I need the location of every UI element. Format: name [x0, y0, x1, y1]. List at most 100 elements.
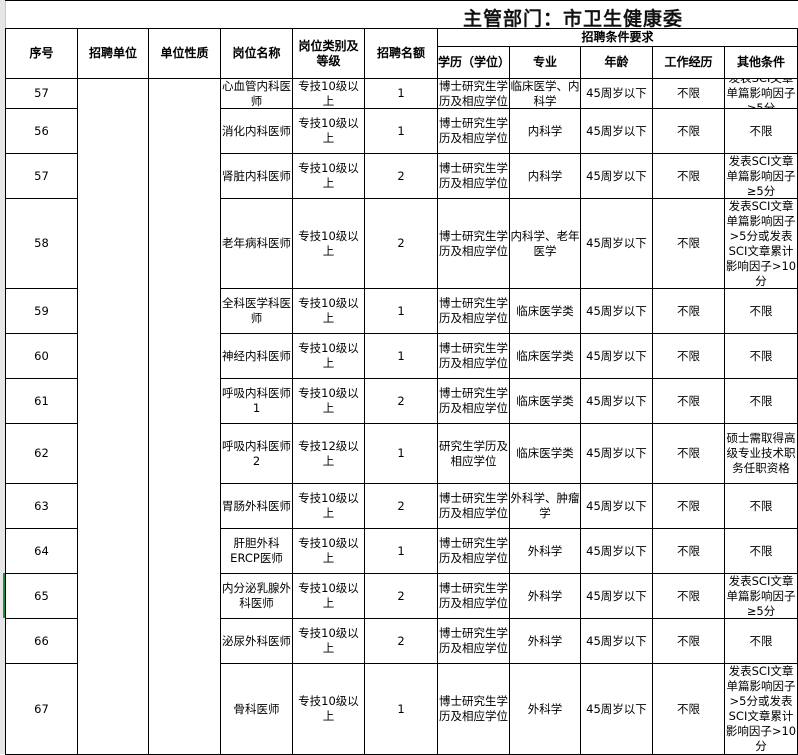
cell-type[interactable]: 专技12级以上 [292, 423, 365, 484]
cell-edu[interactable]: 博士研究生学历及相应学位 [437, 153, 510, 199]
cell-major[interactable]: 外科学、肿瘤学 [509, 483, 581, 529]
cell-major[interactable]: 外科学 [509, 528, 581, 574]
cell-seq[interactable]: 59 [5, 288, 78, 334]
cell-seq[interactable]: 63 [5, 483, 78, 529]
cell-major[interactable]: 临床医学类 [509, 333, 581, 379]
cell-other[interactable]: 发表SCI文章单篇影响因子>5分或发表SCI文章累计影响因子>10分 [724, 198, 798, 289]
cell-other[interactable]: 发表SCI文章单篇影响因子>5分或发表SCI文章累计影响因子>10分 [724, 663, 798, 755]
cell-post[interactable]: 心血管内科医师 [220, 78, 293, 109]
cell-edu[interactable]: 博士研究生学历及相应学位 [437, 573, 510, 619]
cell-major[interactable]: 临床医学类 [509, 423, 581, 484]
cell-exp[interactable]: 不限 [652, 288, 725, 334]
cell-other[interactable]: 不限 [724, 288, 798, 334]
cell-major[interactable]: 内科学 [509, 108, 581, 154]
cell-post[interactable]: 胃肠外科医师 [220, 483, 293, 529]
cell-exp[interactable]: 不限 [652, 528, 725, 574]
cell-post[interactable]: 骨科医师 [220, 663, 293, 755]
cell-other[interactable]: 不限 [724, 528, 798, 574]
cell-type[interactable]: 专技10级以上 [292, 528, 365, 574]
cell-other[interactable]: 不限 [724, 378, 798, 424]
cell-count[interactable]: 2 [364, 483, 438, 529]
cell-other[interactable]: 发表SCI文章单篇影响因子≥5分 [724, 153, 798, 199]
cell-edu[interactable]: 博士研究生学历及相应学位 [437, 483, 510, 529]
cell-edu[interactable]: 博士研究生学历及相应学位 [437, 288, 510, 334]
cell-edu[interactable]: 博士研究生学历及相应学位 [437, 333, 510, 379]
cell-other[interactable]: 不限 [724, 108, 798, 154]
cell-edu[interactable]: 博士研究生学历及相应学位 [437, 663, 510, 755]
cell-type[interactable]: 专技10级以上 [292, 378, 365, 424]
cell-seq[interactable]: 62 [5, 423, 78, 484]
cell-count[interactable]: 2 [364, 573, 438, 619]
cell-post[interactable]: 全科医学科医师 [220, 288, 293, 334]
cell-seq[interactable]: 57 [5, 153, 78, 199]
cell-count[interactable]: 1 [364, 78, 438, 109]
cell-exp[interactable]: 不限 [652, 483, 725, 529]
cell-seq[interactable]: 66 [5, 618, 78, 664]
cell-age[interactable]: 45周岁以下 [580, 333, 653, 379]
cell-type[interactable]: 专技10级以上 [292, 333, 365, 379]
cell-edu[interactable]: 博士研究生学历及相应学位 [437, 378, 510, 424]
cell-exp[interactable]: 不限 [652, 378, 725, 424]
cell-edu[interactable]: 博士研究生学历及相应学位 [437, 198, 510, 289]
cell-exp[interactable]: 不限 [652, 333, 725, 379]
cell-major[interactable]: 外科学 [509, 618, 581, 664]
cell-major[interactable]: 外科学 [509, 663, 581, 755]
cell-type[interactable]: 专技10级以上 [292, 108, 365, 154]
cell-count[interactable]: 1 [364, 663, 438, 755]
cell-type[interactable]: 专技10级以上 [292, 198, 365, 289]
cell-exp[interactable]: 不限 [652, 78, 725, 109]
cell-count[interactable]: 1 [364, 423, 438, 484]
cell-seq[interactable]: 61 [5, 378, 78, 424]
cell-age[interactable]: 45周岁以下 [580, 663, 653, 755]
cell-type[interactable]: 专技10级以上 [292, 663, 365, 755]
cell-other[interactable]: 发表SCI文章单篇影响因子≥5分 [724, 78, 798, 109]
cell-count[interactable]: 1 [364, 288, 438, 334]
cell-post[interactable]: 神经内科医师 [220, 333, 293, 379]
cell-type[interactable]: 专技10级以上 [292, 288, 365, 334]
cell-age[interactable]: 45周岁以下 [580, 573, 653, 619]
cell-seq[interactable]: 56 [5, 108, 78, 154]
cell-count[interactable]: 1 [364, 528, 438, 574]
cell-type[interactable]: 专技10级以上 [292, 78, 365, 109]
cell-other[interactable]: 不限 [724, 333, 798, 379]
cell-type[interactable]: 专技10级以上 [292, 618, 365, 664]
cell-other[interactable]: 不限 [724, 618, 798, 664]
cell-post[interactable]: 消化内科医师 [220, 108, 293, 154]
cell-major[interactable]: 内科学、老年医学 [509, 198, 581, 289]
cell-age[interactable]: 45周岁以下 [580, 78, 653, 109]
cell-major[interactable]: 临床医学类 [509, 378, 581, 424]
cell-exp[interactable]: 不限 [652, 618, 725, 664]
cell-exp[interactable]: 不限 [652, 423, 725, 484]
cell-type[interactable]: 专技10级以上 [292, 573, 365, 619]
cell-major[interactable]: 内科学 [509, 153, 581, 199]
cell-seq[interactable]: 60 [5, 333, 78, 379]
cell-count[interactable]: 1 [364, 333, 438, 379]
cell-age[interactable]: 45周岁以下 [580, 108, 653, 154]
cell-count[interactable]: 2 [364, 198, 438, 289]
cell-count[interactable]: 2 [364, 378, 438, 424]
cell-major[interactable]: 临床医学类 [509, 288, 581, 334]
cell-seq[interactable]: 58 [5, 198, 78, 289]
cell-count[interactable]: 1 [364, 108, 438, 154]
cell-count[interactable]: 2 [364, 618, 438, 664]
cell-edu[interactable]: 研究生学历及相应学位 [437, 423, 510, 484]
cell-unit[interactable] [77, 78, 149, 755]
cell-edu[interactable]: 博士研究生学历及相应学位 [437, 108, 510, 154]
cell-seq[interactable]: 57 [5, 78, 78, 109]
cell-type[interactable]: 专技10级以上 [292, 483, 365, 529]
cell-post[interactable]: 肾脏内科医师 [220, 153, 293, 199]
cell-age[interactable]: 45周岁以下 [580, 288, 653, 334]
cell-seq[interactable]: 64 [5, 528, 78, 574]
cell-count[interactable]: 2 [364, 153, 438, 199]
cell-seq[interactable]: 65 [5, 573, 78, 619]
cell-other[interactable]: 不限 [724, 483, 798, 529]
cell-post[interactable]: 呼吸内科医师2 [220, 423, 293, 484]
cell-age[interactable]: 45周岁以下 [580, 153, 653, 199]
cell-other[interactable]: 硕士需取得高级专业技术职务任职资格 [724, 423, 798, 484]
cell-post[interactable]: 呼吸内科医师1 [220, 378, 293, 424]
cell-age[interactable]: 45周岁以下 [580, 378, 653, 424]
cell-age[interactable]: 45周岁以下 [580, 198, 653, 289]
cell-post[interactable]: 泌尿外科医师 [220, 618, 293, 664]
cell-post[interactable]: 内分泌乳腺外科医师 [220, 573, 293, 619]
cell-age[interactable]: 45周岁以下 [580, 423, 653, 484]
